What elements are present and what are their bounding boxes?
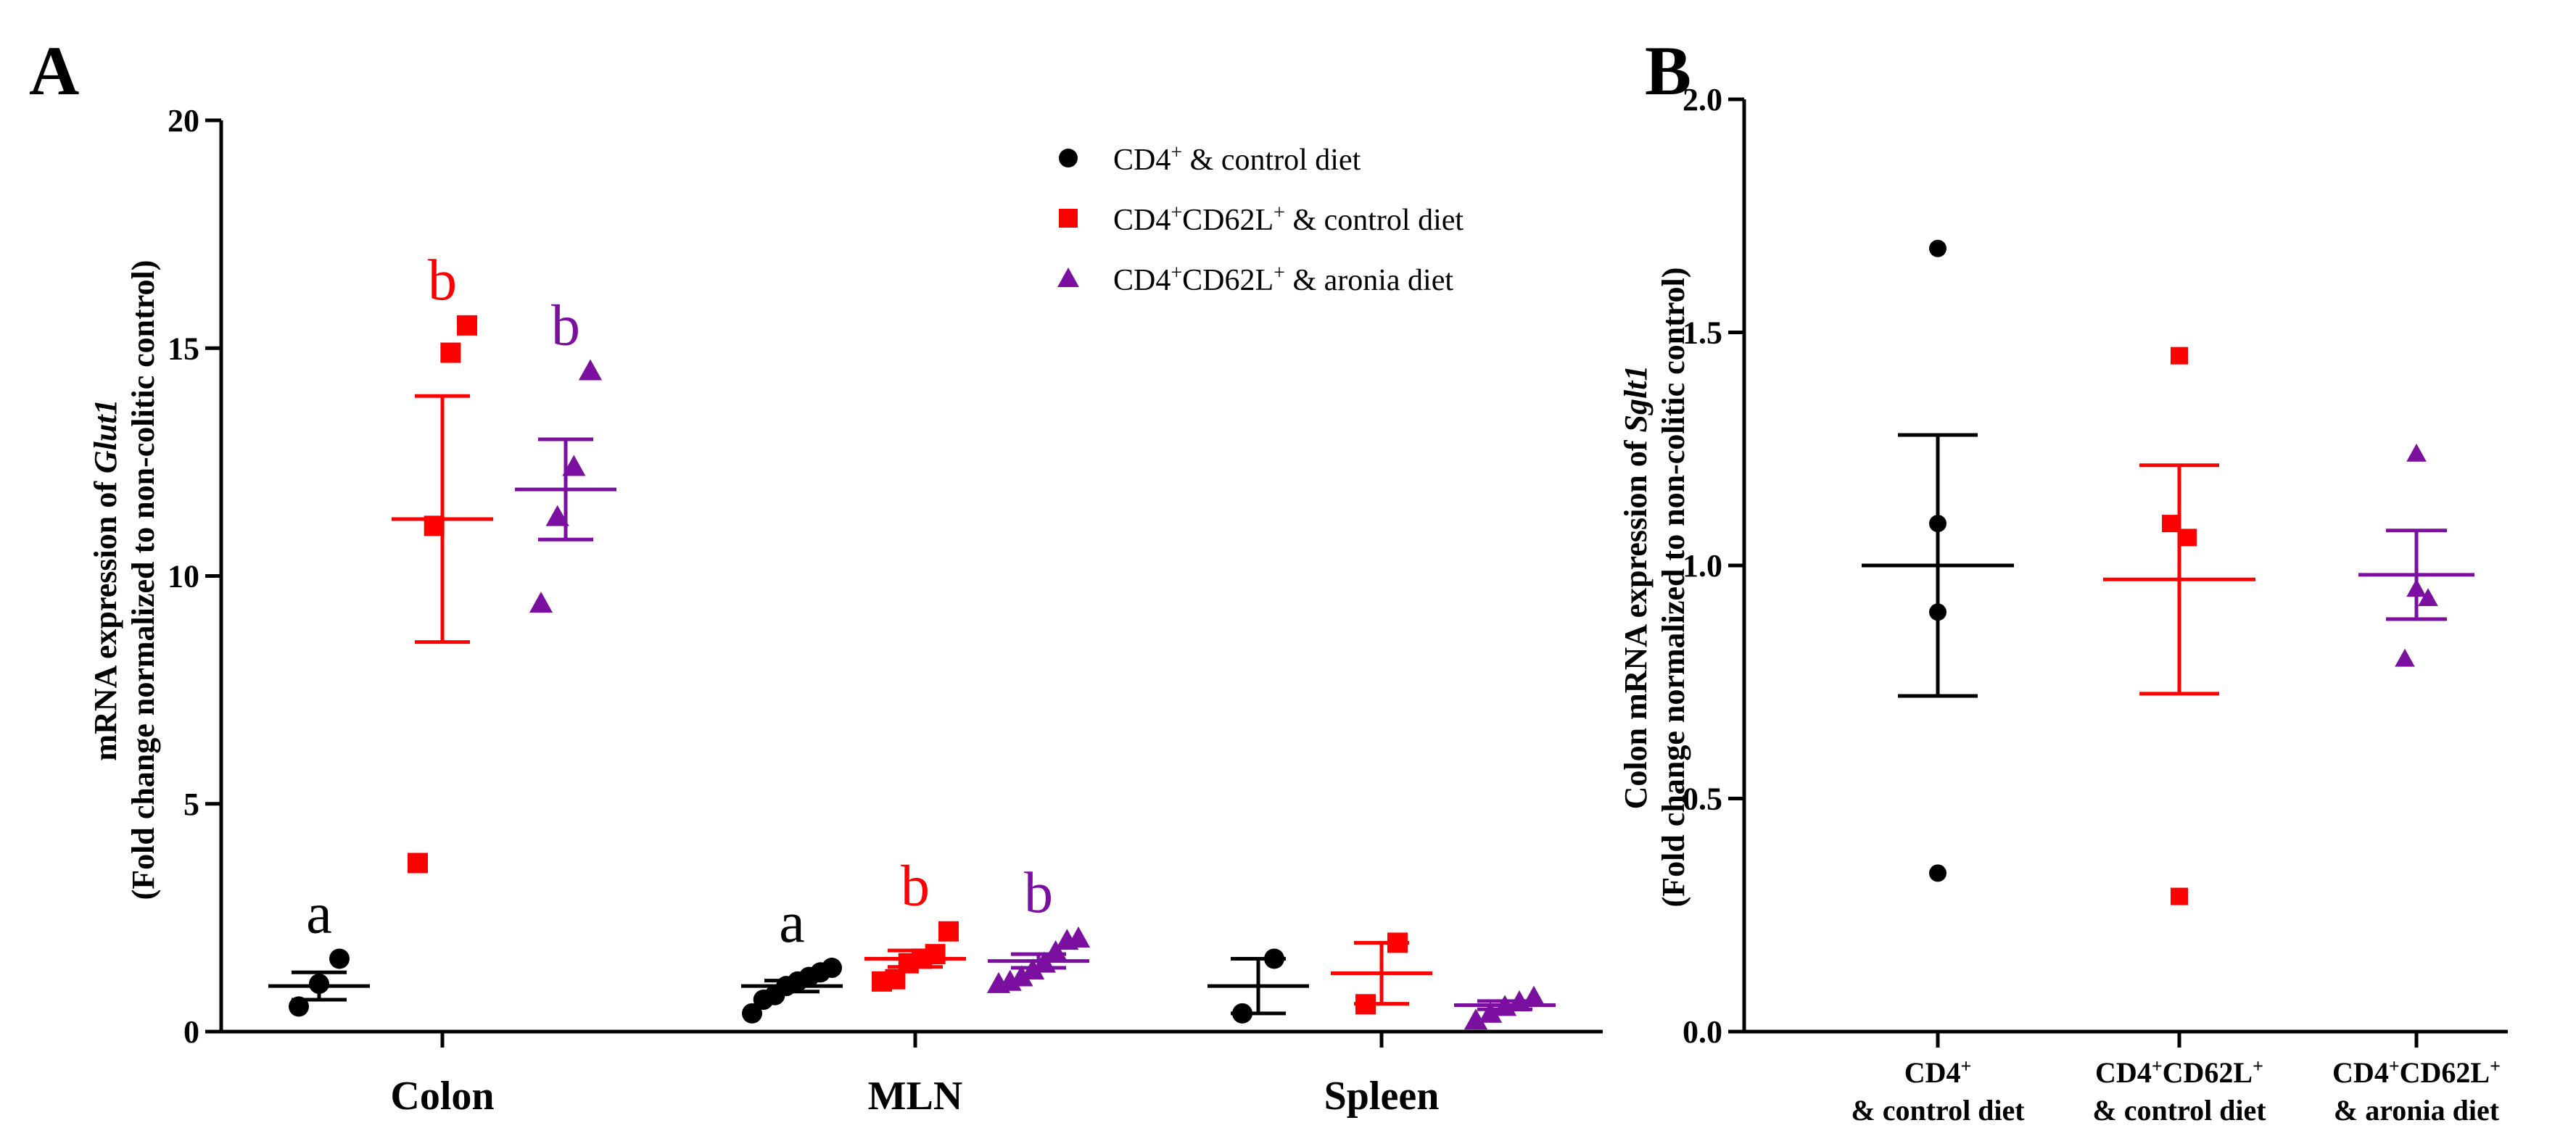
y-tick-label: 5 (183, 787, 199, 822)
category-label-mln: MLN (868, 1074, 963, 1119)
panel-a-group-mln-series-2: b (986, 861, 1091, 993)
panel-a-group-mln-series-1: b (864, 855, 966, 992)
significance-letter: b (428, 249, 457, 312)
legend-marker (1057, 268, 1079, 287)
panel-a-group-spleen-series-1 (1331, 932, 1432, 1015)
panel-a-group-colon-series-2: b (515, 294, 616, 613)
y-tick-label: 20 (168, 103, 199, 138)
category-label-line-2: & control diet (1851, 1094, 2025, 1127)
panel-a-marks: a a b b b b (268, 249, 1556, 1030)
data-point (529, 592, 553, 613)
panel-b-y-ticks: 0.0 0.5 1.0 1.5 2.0 (1683, 82, 1744, 1050)
data-point (545, 505, 569, 526)
panel-b-y-axis-label: Colon mRNA expression of Sglt1 (Fold chan… (1618, 268, 1691, 908)
data-point (925, 944, 946, 965)
category-label-spleen: Spleen (1324, 1074, 1440, 1119)
y-tick-label: 1.5 (1683, 315, 1722, 351)
y-tick-label: 0.5 (1683, 781, 1722, 817)
legend-marker (1059, 209, 1078, 228)
panel-a-category-labels: Colon MLN Spleen (390, 1032, 1439, 1119)
legend-item-1: CD4+CD62L+ & control diet (1059, 202, 1464, 238)
legend-item-0: CD4+ & control diet (1059, 141, 1361, 178)
data-point (2162, 515, 2179, 533)
data-point (1478, 1001, 1503, 1023)
significance-letter: b (1024, 861, 1053, 925)
panel-a-y-ticks: 0 5 10 15 20 (168, 103, 221, 1050)
data-point (457, 315, 477, 336)
data-point (329, 948, 350, 969)
y-tick-label: 15 (168, 331, 199, 366)
data-point (2406, 443, 2427, 462)
significance-letter: a (779, 891, 805, 955)
panel-a-group-spleen-series-2 (1454, 985, 1556, 1030)
legend-label: CD4+CD62L+ & control diet (1113, 202, 1464, 238)
data-point (1929, 239, 1947, 257)
panel-b-series-1 (2103, 347, 2255, 905)
legend-label: CD4+CD62L+ & aronia diet (1113, 262, 1453, 298)
panel-b-series-0 (1862, 239, 2014, 882)
y-label-line-2: (Fold change normalized to non-colitic c… (1656, 268, 1691, 908)
category-label-line-1: CD4+ (1904, 1056, 1972, 1090)
data-point (440, 342, 461, 363)
data-point (1010, 965, 1033, 987)
y-label-line-2: (Fold change normalized to non-colitic c… (125, 260, 161, 900)
data-point (408, 853, 428, 874)
category-label-line-2: & control diet (2092, 1094, 2266, 1127)
data-point (938, 921, 959, 942)
data-point (2179, 528, 2197, 547)
data-point (742, 1003, 762, 1024)
data-point (822, 958, 842, 979)
legend: CD4+ & control diet CD4+CD62L+ & control … (1057, 141, 1464, 298)
panel-a-group-mln-series-0: a (741, 891, 843, 1024)
significance-letter: b (551, 294, 580, 358)
y-tick-label: 10 (168, 559, 199, 594)
panel-a: A mRNA expression of Glut1 (Fold change n… (29, 32, 1603, 1119)
data-point (1929, 864, 1947, 882)
legend-label: CD4+ & control diet (1113, 141, 1361, 178)
y-tick-label: 2.0 (1683, 82, 1722, 117)
significance-letter: b (901, 855, 930, 919)
panel-b-category-labels: CD4+ & control diet CD4+CD62L+ & control di… (1851, 1032, 2501, 1127)
panel-b: B Colon mRNA expression of Sglt1 (Fold ch… (1618, 32, 2508, 1127)
legend-marker (1059, 149, 1078, 167)
panel-a-y-axis-label: mRNA expression of Glut1 (Fold change nor… (88, 260, 161, 900)
data-point (2418, 588, 2438, 607)
data-point (2171, 347, 2188, 365)
category-label-line-1: CD4+CD62L+ (2332, 1056, 2501, 1090)
panel-a-letter: A (29, 32, 79, 109)
panel-b-series-2 (2358, 443, 2474, 667)
panel-b-letter: B (1645, 32, 1691, 109)
data-point (1464, 1008, 1488, 1030)
data-point (578, 359, 603, 381)
y-tick-label: 1.0 (1683, 548, 1722, 584)
y-label-line-1: mRNA expression of Glut1 (88, 399, 123, 760)
category-label-line-2: & aronia diet (2334, 1094, 2500, 1127)
panel-a-group-spleen-series-0 (1208, 948, 1309, 1024)
data-point (1066, 926, 1091, 948)
panel-b-marks (1862, 239, 2474, 905)
panel-a-group-colon-series-0: a (268, 882, 370, 1017)
y-tick-label: 0 (183, 1014, 199, 1050)
y-label-line-1: Colon mRNA expression of Sglt1 (1618, 365, 1654, 810)
category-label-colon: Colon (390, 1074, 494, 1119)
data-point (2171, 887, 2188, 905)
panel-a-group-colon-series-1: b (392, 249, 493, 874)
data-point (2395, 648, 2415, 667)
significance-letter: a (306, 882, 332, 945)
y-tick-label: 0.0 (1683, 1014, 1722, 1050)
legend-item-2: CD4+CD62L+ & aronia diet (1057, 262, 1453, 298)
data-point (562, 455, 586, 476)
category-label-line-1: CD4+CD62L+ (2095, 1056, 2263, 1090)
